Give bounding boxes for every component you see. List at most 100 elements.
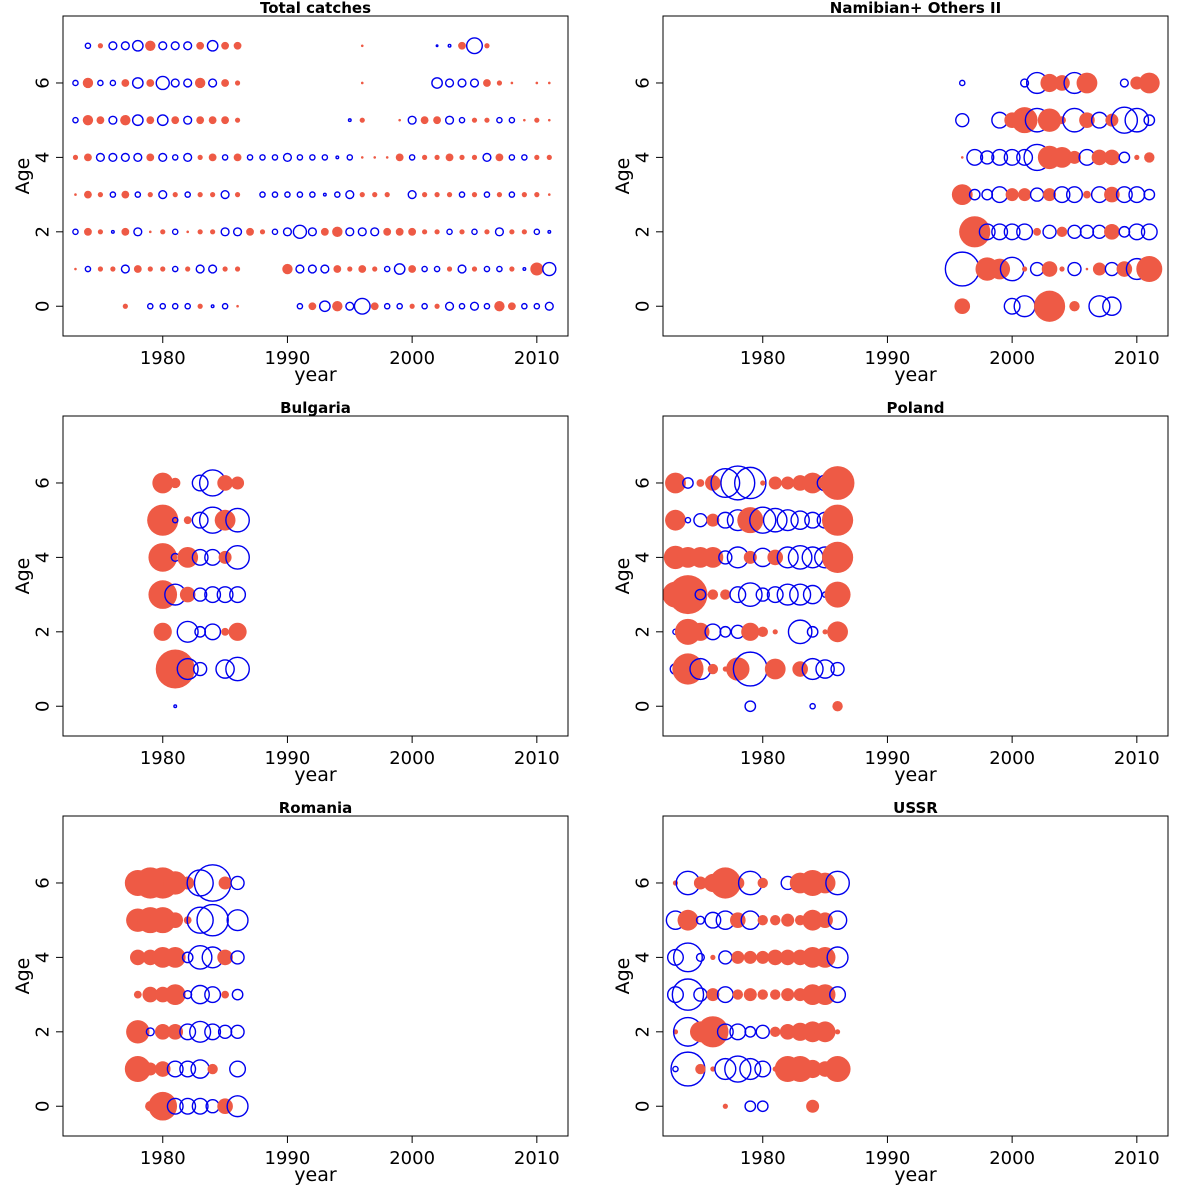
positive-residual-bubble [822,629,828,635]
positive-residual-bubble [507,302,516,311]
negative-residual-bubble [744,1025,757,1038]
positive-residual-bubble [732,989,744,1000]
positive-residual-bubble [726,657,750,681]
positive-residual-bubble [770,914,781,926]
y-tick-label: 4 [633,952,654,963]
y-tick-label: 2 [33,626,54,637]
positive-residual-bubble [814,1021,836,1043]
positive-residual-bubble [814,946,836,968]
negative-residual-bubble [146,302,154,310]
negative-residual-bubble [335,155,340,160]
negative-residual-bubble [684,516,692,524]
negative-residual-bubble [421,302,428,310]
positive-residual-bubble [1104,149,1120,166]
x-tick-label: 1990 [265,748,311,769]
x-axis-title: year [294,764,337,786]
negative-residual-bubble [672,1065,679,1073]
y-axis-title: Age [12,158,34,195]
negative-residual-bubble [230,1024,245,1040]
x-tick-label: 1990 [865,1148,911,1169]
positive-residual-bubble [164,984,186,1006]
negative-residual-bubble [191,474,209,492]
positive-residual-bubble [781,988,795,1002]
positive-residual-bubble [97,266,104,272]
positive-residual-bubble [802,472,824,494]
positive-residual-bubble [148,580,178,609]
positive-residual-bubble [133,990,142,999]
bubble-layer [665,867,851,1113]
negative-residual-bubble [221,302,229,310]
negative-residual-bubble [672,942,703,973]
negative-residual-bubble [133,227,143,237]
negative-residual-bubble [296,191,304,198]
positive-residual-bubble [722,1103,728,1109]
x-tick-label: 2010 [514,348,560,369]
positive-residual-bubble [372,266,378,272]
negative-residual-bubble [183,78,193,88]
positive-residual-bubble [207,1063,218,1075]
positive-residual-bubble [710,954,716,960]
negative-residual-bubble [110,229,115,234]
negative-residual-bubble [944,251,980,287]
negative-residual-bubble [1143,114,1156,127]
x-tick-label: 1980 [140,348,186,369]
negative-residual-bubble [695,952,706,962]
negative-residual-bubble [345,227,355,237]
negative-residual-bubble [1088,295,1111,318]
negative-residual-bubble [120,41,130,51]
negative-residual-bubble [134,191,142,198]
positive-residual-bubble [446,266,453,272]
positive-residual-bubble [1022,266,1028,272]
positive-residual-bubble [802,909,824,931]
x-tick-label: 1980 [740,748,786,769]
negative-residual-bubble [1067,261,1082,277]
negative-residual-bubble [159,302,167,310]
positive-residual-bubble [770,989,781,1000]
positive-residual-bubble [1043,188,1057,202]
negative-residual-bubble [1029,187,1045,202]
positive-residual-bubble [702,546,724,568]
negative-residual-bubble [776,509,799,532]
negative-residual-bubble [84,265,92,273]
positive-residual-bubble [160,229,166,235]
positive-residual-bubble [373,156,377,159]
negative-residual-bubble [827,910,848,930]
negative-residual-bubble [465,37,483,55]
y-tick-label: 0 [633,701,654,712]
positive-residual-bubble [171,116,180,125]
negative-residual-bubble [737,582,763,608]
positive-residual-bubble [1058,116,1066,125]
positive-residual-bubble [97,43,104,49]
positive-residual-bubble [1104,186,1120,203]
positive-residual-bubble [154,1061,171,1077]
negative-residual-bubble [508,154,516,161]
negative-residual-bubble [191,548,209,566]
positive-residual-bubble [217,1098,233,1115]
positive-residual-bubble [197,154,203,160]
x-axis-title: year [294,364,337,386]
negative-residual-bubble [97,79,104,87]
positive-residual-bubble [154,1024,171,1040]
negative-residual-bubble [720,465,756,501]
x-tick-label: 2010 [1114,1148,1160,1169]
positive-residual-bubble [218,876,232,890]
positive-residual-bubble [824,581,851,608]
negative-residual-bubble [802,584,823,605]
negative-residual-bubble [958,79,966,87]
positive-residual-bubble [122,303,128,309]
positive-residual-bubble [820,466,855,500]
positive-residual-bubble [483,79,491,87]
negative-residual-bubble [508,116,516,124]
positive-residual-bubble [120,114,131,126]
y-tick-label: 4 [33,952,54,963]
negative-residual-bubble [179,1023,197,1041]
negative-residual-bubble [181,951,194,964]
positive-residual-bubble [142,986,159,1003]
y-tick-label: 6 [633,877,654,888]
negative-residual-bubble [158,152,168,162]
negative-residual-bubble [296,154,304,161]
positive-residual-bubble [152,472,174,494]
negative-residual-bubble [191,511,209,529]
negative-residual-bubble [84,42,92,50]
negative-residual-bubble [204,1023,222,1041]
